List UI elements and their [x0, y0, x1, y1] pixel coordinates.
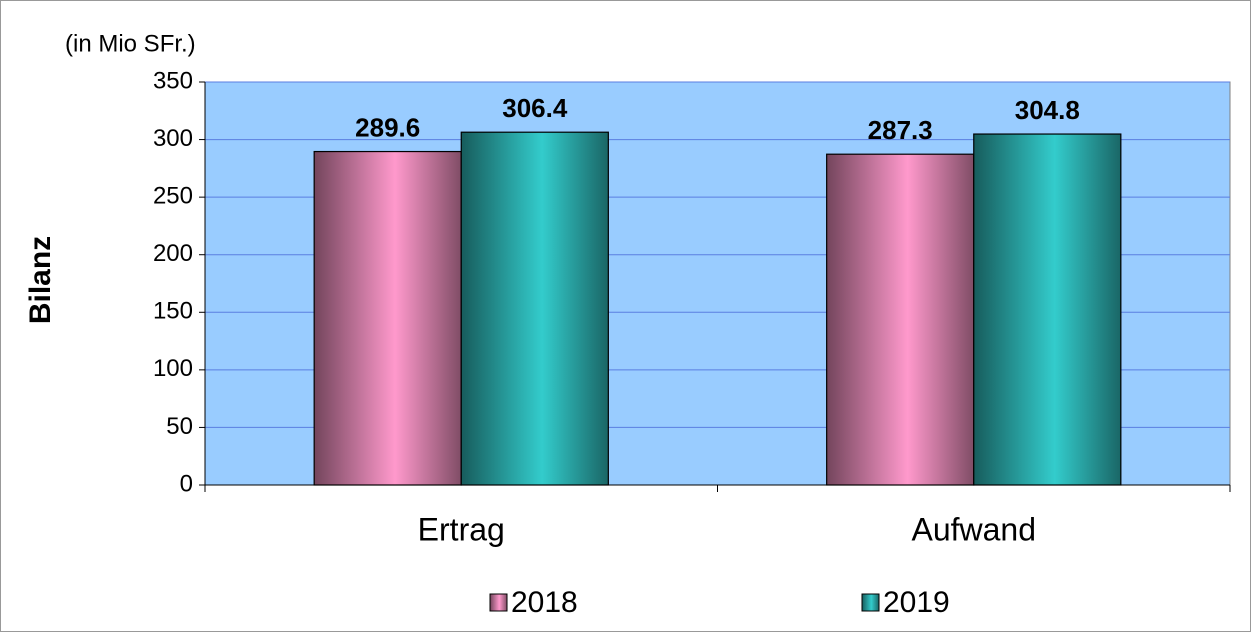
legend-swatch [489, 593, 508, 612]
y-tick-label: 0 [180, 470, 193, 497]
bar [460, 131, 609, 486]
data-label: 287.3 [868, 115, 933, 145]
x-tick-label: Aufwand [911, 511, 1036, 547]
legend-swatch [861, 593, 880, 612]
y-tick-label: 300 [153, 125, 193, 152]
y-axis-title: Bilanz [24, 236, 57, 324]
data-label: 304.8 [1015, 95, 1080, 125]
legend-label: 2019 [883, 586, 950, 619]
y-tick-label: 50 [166, 413, 193, 440]
y-unit-label: (in Mio SFr.) [65, 30, 196, 57]
bar [973, 133, 1122, 486]
y-tick-label: 350 [153, 67, 193, 94]
x-tick-label: Ertrag [418, 511, 505, 547]
y-tick-label: 150 [153, 298, 193, 325]
bar [826, 153, 975, 486]
data-label: 306.4 [502, 93, 568, 123]
y-tick-label: 250 [153, 182, 193, 209]
bar [313, 150, 462, 486]
y-tick-label: 200 [153, 240, 193, 267]
data-label: 289.6 [355, 112, 420, 142]
legend-label: 2018 [511, 586, 578, 619]
y-tick-label: 100 [153, 355, 193, 382]
